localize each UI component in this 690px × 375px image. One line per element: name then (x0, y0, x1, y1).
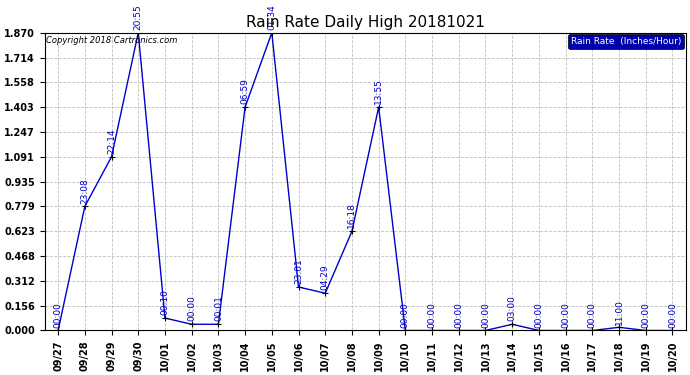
Text: 00:00: 00:00 (454, 302, 463, 328)
Text: 00:10: 00:10 (161, 290, 170, 315)
Text: 23:08: 23:08 (80, 178, 89, 204)
Text: 00:00: 00:00 (187, 296, 196, 321)
Text: 00:00: 00:00 (428, 302, 437, 328)
Text: 04:29: 04:29 (321, 265, 330, 291)
Text: 06:59: 06:59 (241, 78, 250, 104)
Text: 01:34: 01:34 (267, 4, 276, 30)
Text: 00:00: 00:00 (561, 302, 570, 328)
Text: 00:00: 00:00 (481, 302, 490, 328)
Text: 00:00: 00:00 (641, 302, 650, 328)
Text: 11:00: 11:00 (615, 298, 624, 324)
Text: 23:01: 23:01 (294, 258, 303, 284)
Text: 16:18: 16:18 (348, 202, 357, 228)
Text: 00:01: 00:01 (214, 296, 223, 321)
Text: 22:14: 22:14 (107, 129, 116, 154)
Text: 03:00: 03:00 (508, 296, 517, 321)
Text: 00:00: 00:00 (535, 302, 544, 328)
Text: Copyright 2018 Cartronics.com: Copyright 2018 Cartronics.com (46, 36, 177, 45)
Text: 20:55: 20:55 (134, 4, 143, 30)
Text: 00:00: 00:00 (668, 302, 677, 328)
Text: 00:00: 00:00 (588, 302, 597, 328)
Text: 13:55: 13:55 (374, 78, 383, 104)
Legend: Rain Rate  (Inches/Hour): Rain Rate (Inches/Hour) (569, 34, 684, 49)
Text: 00:00: 00:00 (54, 302, 63, 328)
Text: 00:00: 00:00 (401, 302, 410, 328)
Title: Rain Rate Daily High 20181021: Rain Rate Daily High 20181021 (246, 15, 485, 30)
